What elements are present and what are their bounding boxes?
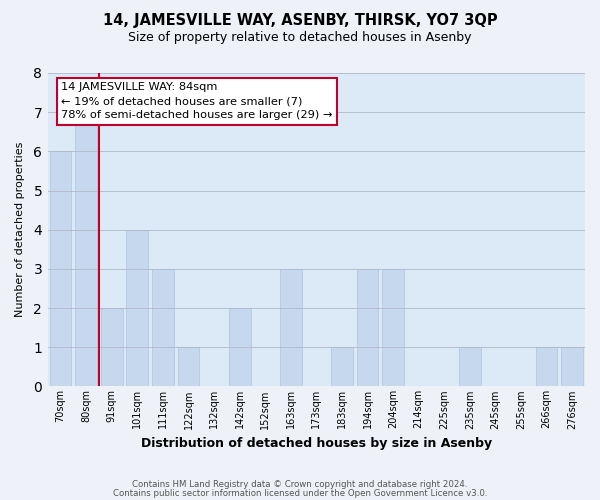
- Bar: [562, 347, 583, 387]
- Bar: [48, 73, 73, 386]
- Text: 14, JAMESVILLE WAY, ASENBY, THIRSK, YO7 3QP: 14, JAMESVILLE WAY, ASENBY, THIRSK, YO7 …: [103, 12, 497, 28]
- Bar: [536, 347, 557, 387]
- Bar: [380, 73, 406, 386]
- Text: Size of property relative to detached houses in Asenby: Size of property relative to detached ho…: [128, 31, 472, 44]
- Bar: [229, 308, 251, 386]
- Bar: [152, 269, 174, 386]
- Bar: [127, 230, 148, 386]
- Bar: [278, 73, 304, 386]
- Bar: [355, 73, 380, 386]
- Y-axis label: Number of detached properties: Number of detached properties: [15, 142, 25, 318]
- Bar: [253, 73, 278, 386]
- Bar: [73, 73, 99, 386]
- Bar: [201, 73, 227, 386]
- Bar: [559, 73, 585, 386]
- Bar: [382, 269, 404, 386]
- Bar: [304, 73, 329, 386]
- Text: Contains HM Land Registry data © Crown copyright and database right 2024.: Contains HM Land Registry data © Crown c…: [132, 480, 468, 489]
- Bar: [431, 73, 457, 386]
- Bar: [178, 347, 199, 387]
- Bar: [482, 73, 508, 386]
- Bar: [331, 347, 353, 387]
- Bar: [459, 347, 481, 387]
- Bar: [534, 73, 559, 386]
- Bar: [99, 73, 125, 386]
- Bar: [75, 112, 97, 386]
- Bar: [280, 269, 302, 386]
- Bar: [406, 73, 431, 386]
- Text: 14 JAMESVILLE WAY: 84sqm
← 19% of detached houses are smaller (7)
78% of semi-de: 14 JAMESVILLE WAY: 84sqm ← 19% of detach…: [61, 82, 332, 120]
- Bar: [150, 73, 176, 386]
- Bar: [176, 73, 201, 386]
- Bar: [125, 73, 150, 386]
- Text: Contains public sector information licensed under the Open Government Licence v3: Contains public sector information licen…: [113, 489, 487, 498]
- Bar: [457, 73, 482, 386]
- Bar: [508, 73, 534, 386]
- Bar: [356, 269, 379, 386]
- Bar: [101, 308, 122, 386]
- X-axis label: Distribution of detached houses by size in Asenby: Distribution of detached houses by size …: [141, 437, 492, 450]
- Bar: [227, 73, 253, 386]
- Bar: [329, 73, 355, 386]
- Bar: [50, 152, 71, 386]
